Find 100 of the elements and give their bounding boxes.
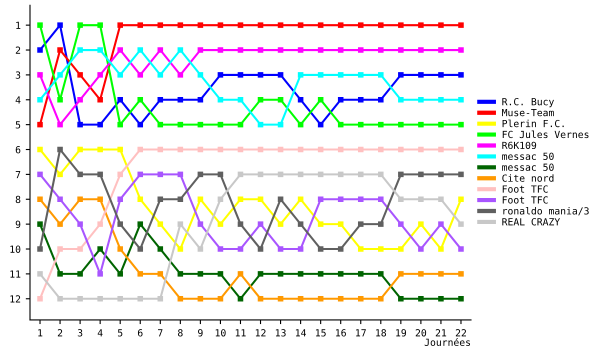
x-tick-label: 7 <box>158 329 162 336</box>
point <box>358 296 364 302</box>
x-tick-label: 4 <box>98 329 103 336</box>
point <box>358 22 364 28</box>
point <box>77 122 83 128</box>
point <box>178 271 184 277</box>
point <box>37 172 43 178</box>
point <box>318 196 324 202</box>
point <box>238 221 244 227</box>
point <box>298 296 304 302</box>
point <box>298 122 304 128</box>
point <box>338 47 344 53</box>
point <box>137 172 144 178</box>
point <box>137 96 144 103</box>
point <box>57 122 63 128</box>
point <box>338 172 344 178</box>
point <box>278 47 284 53</box>
point <box>318 172 324 178</box>
point <box>198 196 204 202</box>
point <box>438 122 444 128</box>
point <box>378 271 384 277</box>
point <box>278 122 284 128</box>
point <box>158 172 164 178</box>
point <box>278 296 284 302</box>
point <box>198 296 204 302</box>
point <box>97 22 103 28</box>
legend-label: Foot TFC <box>502 185 548 193</box>
point <box>458 47 464 53</box>
point <box>458 246 464 252</box>
point <box>97 221 103 227</box>
point <box>97 246 103 252</box>
point <box>238 146 244 152</box>
point <box>298 22 304 28</box>
point <box>318 296 324 302</box>
x-tick-label: 14 <box>296 329 306 336</box>
point <box>318 22 324 28</box>
point <box>378 22 384 28</box>
point <box>77 72 83 78</box>
point <box>298 196 304 202</box>
x-tick-label: 17 <box>356 329 366 336</box>
point <box>238 246 244 252</box>
point <box>418 271 424 277</box>
point <box>37 22 43 28</box>
point <box>338 96 344 103</box>
point <box>438 146 444 152</box>
point <box>218 47 224 53</box>
point <box>97 96 103 103</box>
point <box>57 246 63 252</box>
point <box>178 146 184 152</box>
point <box>117 246 123 252</box>
x-tick-label: 20 <box>416 329 426 337</box>
point <box>418 196 424 202</box>
point <box>158 47 164 53</box>
point <box>318 246 324 252</box>
point <box>37 47 43 53</box>
x-tick-label: 8 <box>178 329 183 337</box>
point <box>298 72 304 78</box>
point <box>258 146 264 152</box>
point <box>298 47 304 53</box>
legend-label: Foot TFC <box>502 196 548 204</box>
point <box>438 96 444 103</box>
x-tick-label: 16 <box>336 329 346 337</box>
point <box>378 172 384 178</box>
point <box>358 47 364 53</box>
legend-label: Cite nord <box>502 174 554 182</box>
point <box>238 72 244 78</box>
point <box>178 122 184 128</box>
point <box>158 271 164 277</box>
point <box>378 72 384 78</box>
point <box>158 22 164 28</box>
point <box>198 72 204 78</box>
x-tick-label: 9 <box>198 329 203 337</box>
point <box>137 122 144 128</box>
point <box>77 22 83 28</box>
point <box>418 146 424 152</box>
point <box>278 221 284 227</box>
point <box>318 221 324 227</box>
point <box>117 196 123 202</box>
point <box>398 221 404 227</box>
point <box>37 271 43 277</box>
point <box>198 271 204 277</box>
point <box>338 146 344 152</box>
point <box>77 221 83 227</box>
x-tick-label: 1 <box>38 329 42 336</box>
point <box>97 146 103 152</box>
point <box>378 146 384 152</box>
x-tick-label: 22 <box>456 329 466 336</box>
point <box>198 246 204 252</box>
y-tick-label: 4 <box>16 96 21 104</box>
point <box>117 172 123 178</box>
point <box>238 196 244 202</box>
point <box>398 196 404 202</box>
point <box>178 296 184 302</box>
point <box>137 296 144 302</box>
point <box>278 146 284 152</box>
point <box>398 172 404 178</box>
x-tick-label: 10 <box>216 329 226 337</box>
point <box>137 72 144 78</box>
point <box>358 271 364 277</box>
point <box>178 47 184 53</box>
